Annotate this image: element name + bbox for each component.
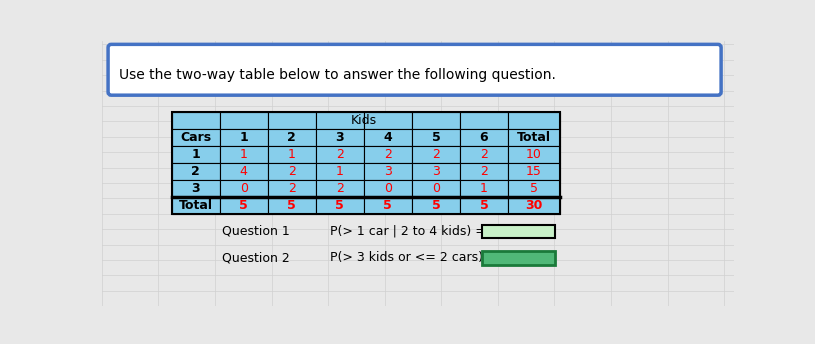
Text: 2: 2 — [288, 182, 296, 195]
Text: 3: 3 — [336, 131, 344, 144]
Text: Use the two-way table below to answer the following question.: Use the two-way table below to answer th… — [119, 68, 556, 82]
Text: 1: 1 — [480, 182, 488, 195]
Text: Kids: Kids — [350, 114, 377, 127]
Text: P(> 1 car | 2 to 4 kids) =: P(> 1 car | 2 to 4 kids) = — [331, 225, 487, 238]
Text: 3: 3 — [432, 165, 440, 178]
Bar — [172, 112, 560, 214]
Bar — [508, 180, 560, 197]
Bar — [508, 129, 560, 146]
Text: Question 1: Question 1 — [222, 225, 290, 238]
Bar — [363, 146, 412, 163]
Bar — [315, 146, 363, 163]
Text: 1: 1 — [192, 148, 200, 161]
Bar — [315, 180, 363, 197]
Bar — [460, 197, 508, 214]
Bar — [172, 197, 220, 214]
Text: 2: 2 — [480, 165, 488, 178]
Bar — [412, 129, 460, 146]
Text: 5: 5 — [240, 199, 248, 212]
Text: 2: 2 — [336, 182, 344, 195]
Bar — [508, 197, 560, 214]
Text: 2: 2 — [288, 131, 296, 144]
Text: 30: 30 — [525, 199, 543, 212]
Text: 5: 5 — [288, 199, 296, 212]
Bar — [267, 129, 315, 146]
Bar — [412, 163, 460, 180]
Bar — [363, 163, 412, 180]
Bar — [460, 180, 508, 197]
Bar — [363, 180, 412, 197]
Bar — [412, 112, 460, 129]
Bar — [267, 163, 315, 180]
Text: 3: 3 — [192, 182, 200, 195]
Bar — [315, 197, 363, 214]
Bar — [412, 197, 460, 214]
Text: 2: 2 — [432, 148, 440, 161]
Bar — [508, 146, 560, 163]
Bar — [267, 180, 315, 197]
Bar — [172, 129, 220, 146]
Text: 2: 2 — [480, 148, 488, 161]
Bar — [363, 197, 412, 214]
Text: 10: 10 — [526, 148, 542, 161]
Text: Question 2: Question 2 — [222, 251, 290, 264]
Bar — [482, 225, 555, 238]
Text: 1: 1 — [240, 131, 248, 144]
Bar — [172, 180, 220, 197]
FancyBboxPatch shape — [108, 44, 721, 95]
Bar — [363, 129, 412, 146]
Text: Total: Total — [517, 131, 551, 144]
Bar — [315, 129, 363, 146]
Bar — [508, 163, 560, 180]
Text: 2: 2 — [288, 165, 296, 178]
Text: Total: Total — [178, 199, 213, 212]
Bar — [267, 112, 315, 129]
Text: 6: 6 — [480, 131, 488, 144]
Text: 5: 5 — [431, 199, 440, 212]
Bar — [267, 197, 315, 214]
Bar — [460, 146, 508, 163]
Text: 2: 2 — [384, 148, 392, 161]
Text: 0: 0 — [432, 182, 440, 195]
Bar — [220, 197, 267, 214]
Bar — [460, 129, 508, 146]
Text: 1: 1 — [288, 148, 296, 161]
Bar — [220, 129, 267, 146]
Text: 5: 5 — [479, 199, 488, 212]
Bar — [315, 112, 363, 129]
Bar — [220, 146, 267, 163]
Bar — [482, 251, 555, 265]
Text: 5: 5 — [530, 182, 538, 195]
Text: 5: 5 — [431, 131, 440, 144]
Bar — [508, 112, 560, 129]
Text: Cars: Cars — [180, 131, 211, 144]
Bar — [412, 146, 460, 163]
Text: 0: 0 — [384, 182, 392, 195]
Text: 15: 15 — [526, 165, 542, 178]
Bar — [267, 146, 315, 163]
Text: 5: 5 — [384, 199, 392, 212]
Bar — [172, 112, 220, 129]
Text: 2: 2 — [192, 165, 200, 178]
Text: 4: 4 — [240, 165, 248, 178]
Bar — [172, 163, 220, 180]
Bar — [220, 163, 267, 180]
Text: 5: 5 — [336, 199, 344, 212]
Bar — [412, 180, 460, 197]
Text: 1: 1 — [240, 148, 248, 161]
Bar — [220, 112, 267, 129]
Text: 4: 4 — [384, 131, 392, 144]
Text: 3: 3 — [384, 165, 392, 178]
Text: 2: 2 — [336, 148, 344, 161]
Bar — [460, 112, 508, 129]
Bar — [220, 180, 267, 197]
Bar — [172, 146, 220, 163]
Text: P(> 3 kids or <= 2 cars) =: P(> 3 kids or <= 2 cars) = — [331, 251, 498, 264]
Bar — [460, 163, 508, 180]
Text: 0: 0 — [240, 182, 248, 195]
Text: 1: 1 — [336, 165, 344, 178]
Bar — [363, 112, 412, 129]
Bar — [315, 163, 363, 180]
